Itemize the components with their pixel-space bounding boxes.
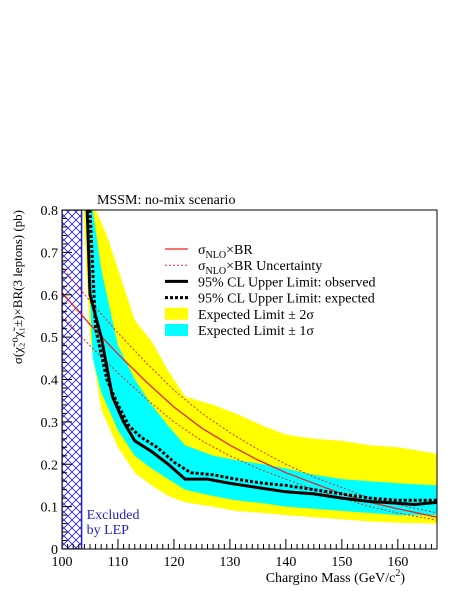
axes: 100 110 120 130 140 150 160 0 0.1 0.2 0.3 0.4 0.5 0.6…: [41, 204, 438, 570]
legend-entry-sigma: σNLO×BR: [165, 243, 253, 261]
x-tick-label: 120: [163, 555, 184, 570]
legend-entry-sigma_unc: σNLO×BR Uncertainty: [165, 259, 322, 277]
y-tick-label: 0: [51, 543, 58, 558]
y-tick-label: 0.3: [41, 416, 59, 431]
legend-label: σNLO×BR Uncertainty: [198, 259, 322, 277]
y-tick-label: 0.1: [41, 501, 59, 516]
legend-entry-band1: Expected Limit ± 1σ: [165, 324, 314, 339]
x-tick-label: 160: [387, 555, 408, 570]
x-tick-label: 100: [52, 555, 73, 570]
observed-limit-line: [85, 210, 437, 507]
y-axis-label: σ(χ̃₂⁰χ̃₁±)×BR(3 leptons) (pb): [10, 210, 25, 364]
expected-limit-line: [88, 210, 437, 502]
expected-limit-1sigma-band: [85, 210, 437, 516]
y-tick-label: 0.4: [41, 374, 59, 389]
chart-title: MSSM: no-mix scenario: [97, 193, 235, 208]
y-tick-label: 0.7: [41, 246, 59, 261]
x-axis-label: Chargino Mass (GeV/c2): [266, 568, 406, 586]
legend-swatch: [165, 324, 188, 336]
sigma-nlo-uncertainty-upper-line: [62, 266, 437, 514]
excluded-label: Excluded: [87, 508, 140, 523]
legend-entry-band2: Expected Limit ± 2σ: [165, 307, 314, 323]
x-tick-label: 140: [275, 555, 296, 570]
legend-entry-observed: 95% CL Upper Limit: observed: [165, 275, 376, 290]
legend-label: Expected Limit ± 1σ: [198, 324, 314, 339]
x-tick-label: 150: [331, 555, 352, 570]
legend-entry-expected: 95% CL Upper Limit: expected: [165, 292, 375, 307]
x-tick-label: 110: [108, 555, 128, 570]
excluded-label-2: by LEP: [87, 523, 130, 538]
y-tick-label: 0.5: [41, 331, 59, 346]
x-tick-label: 130: [219, 555, 240, 570]
legend-label: 95% CL Upper Limit: observed: [198, 275, 376, 290]
y-tick-label: 0.6: [41, 289, 59, 304]
y-tick-label: 0.8: [41, 204, 59, 219]
sigma-nlo-uncertainty-lower-line: [62, 315, 437, 521]
legend-swatch: [165, 307, 188, 320]
legend-label: 95% CL Upper Limit: expected: [198, 292, 375, 307]
legend-label: Expected Limit ± 2σ: [198, 308, 314, 323]
legend-label: σNLO×BR: [198, 243, 253, 261]
y-tick-label: 0.2: [41, 458, 59, 473]
